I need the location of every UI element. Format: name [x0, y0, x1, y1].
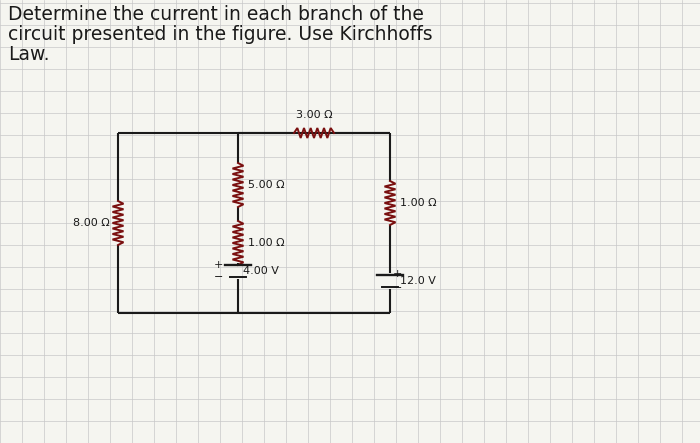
Text: Law.: Law. [8, 45, 50, 64]
Text: 1.00 Ω: 1.00 Ω [248, 238, 285, 248]
Text: 12.0 V: 12.0 V [400, 276, 436, 286]
Text: 5.00 Ω: 5.00 Ω [248, 180, 285, 190]
Text: +: + [214, 260, 223, 270]
Text: 3.00 Ω: 3.00 Ω [295, 110, 332, 120]
Text: 8.00 Ω: 8.00 Ω [74, 218, 110, 228]
Text: Determine the current in each branch of the: Determine the current in each branch of … [8, 5, 424, 24]
Text: +: + [393, 269, 402, 279]
Text: −: − [393, 283, 402, 293]
Text: 1.00 Ω: 1.00 Ω [400, 198, 437, 208]
Text: −: − [214, 272, 223, 282]
Text: 4.00 V: 4.00 V [243, 266, 279, 276]
Text: circuit presented in the figure. Use Kirchhoffs: circuit presented in the figure. Use Kir… [8, 25, 433, 44]
